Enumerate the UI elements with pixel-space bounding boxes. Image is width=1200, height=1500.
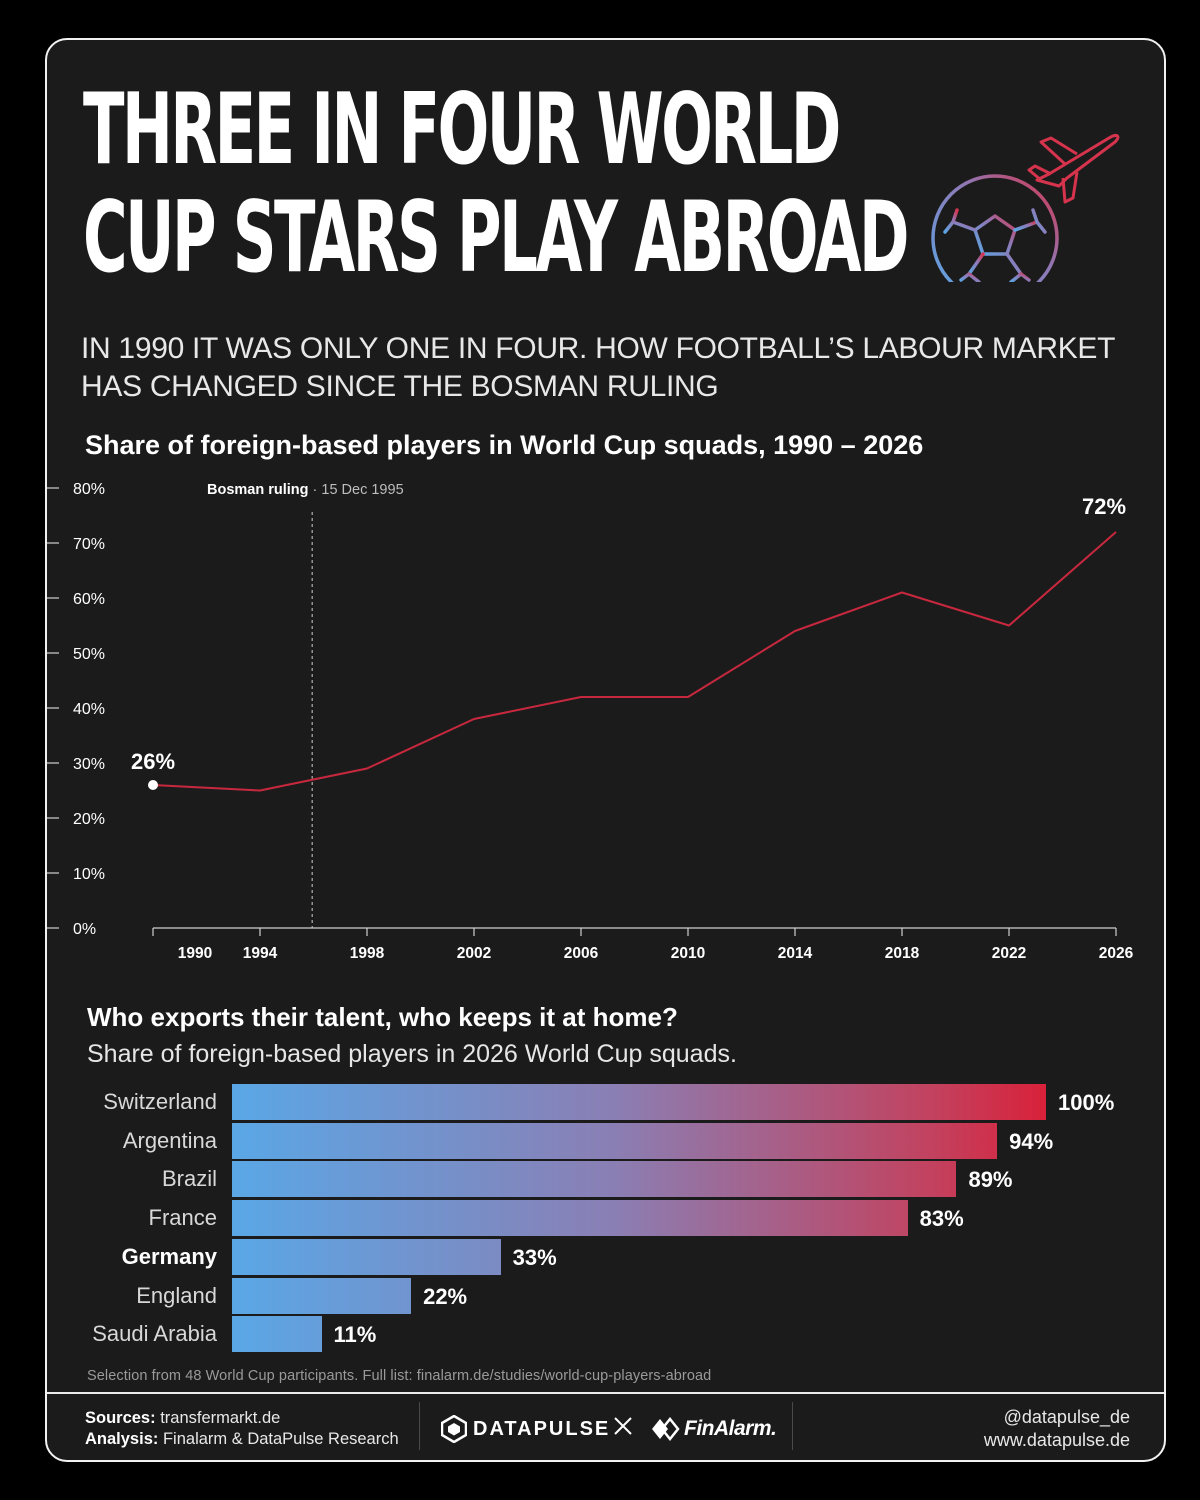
bar [232,1238,501,1275]
y-tick-label: 70% [73,536,105,553]
x-tick-label: 2014 [778,945,813,962]
line-chart-title: Share of foreign-based players in World … [85,430,924,460]
bar-row: Argentina 94% [47,1122,1164,1159]
website-link: www.datapulse.de [983,1430,1130,1450]
footnote: Selection from 48 World Cup participants… [87,1368,712,1384]
annotation-label: Bosman ruling [207,482,309,498]
x-tick-label: 1994 [243,945,278,962]
y-tick-label: 30% [73,756,105,773]
x-tick-label: 2006 [564,945,599,962]
sources-block: Sources: transfermarkt.de Analysis: Fina… [85,1408,399,1450]
footer-divider [792,1402,793,1450]
sources-label: Sources: [85,1409,156,1427]
bar [232,1122,998,1159]
datapulse-brand: DATAPULSE [441,1414,610,1444]
bar-category-label: England [136,1282,217,1308]
footer-divider [419,1402,420,1450]
y-tick-label: 40% [73,701,105,718]
data-point [148,780,158,790]
datapulse-brand-text: DATAPULSE [473,1417,611,1440]
analysis-label: Analysis: [85,1430,159,1448]
bar [232,1084,1046,1120]
bar-value-label: 94% [1009,1128,1054,1154]
headline: THREE IN FOUR WORLD CUP STARS PLAY ABROA… [83,73,909,295]
analysis-value: Finalarm & DataPulse Research [162,1430,399,1448]
contact-block: @datapulse_de www.datapulse.de [984,1406,1130,1452]
y-tick-label: 50% [73,646,105,663]
bar-value-label: 83% [919,1206,964,1232]
bar-row: Germany 33% [47,1238,1164,1275]
bar-value-label: 33% [512,1244,557,1270]
finalarm-brand-text: FinAlarm. [684,1417,777,1440]
x-tick-label: 2002 [457,945,491,962]
x-tick-label: 2022 [992,945,1026,962]
bar-value-label: 22% [423,1283,468,1309]
bar-value-label: 89% [968,1167,1013,1193]
sources-value: transfermarkt.de [160,1409,281,1427]
bar-row: France 83% [47,1200,1164,1237]
x-tick-label: 1990 [178,945,212,962]
x-tick-label: 2010 [671,945,705,962]
bar-category-label: Brazil [161,1166,217,1192]
series-line [152,531,1117,792]
social-handle: @datapulse_de [1003,1407,1130,1427]
bar-category-label: Germany [121,1243,217,1269]
bar-value-label: 11% [333,1322,377,1348]
x-tick-label: 2018 [885,945,920,962]
bar-category-label: Argentina [122,1127,217,1153]
bar-category-label: Saudi Arabia [92,1321,217,1347]
bar-category-label: Switzerland [103,1089,217,1114]
subtitle: IN 1990 IT WAS ONLY ONE IN FOUR. HOW FOO… [81,332,1115,403]
cross-icon [614,1417,632,1435]
bar-chart-subtitle: Share of foreign-based players in 2026 W… [87,1040,737,1068]
bar-category-label: France [148,1205,217,1231]
x-tick-label: 1998 [350,945,385,962]
bar [232,1316,322,1353]
headline-line-1: THREE IN FOUR WORLD [83,73,841,187]
annotation-date: · 15 Dec 1995 [309,482,404,498]
bar-row: Switzerland 100% [47,1084,1164,1120]
footer: Sources: transfermarkt.de Analysis: Fina… [47,1392,1164,1460]
bar-chart-title: Who exports their talent, who keeps it a… [87,1002,678,1032]
bar-row: Saudi Arabia 11% [47,1316,1164,1353]
y-tick-label: 0% [73,921,96,938]
y-tick-label: 80% [73,481,105,498]
bar [232,1200,908,1237]
bar-value-label: 100% [1058,1090,1115,1115]
bar-row: Brazil 89% [47,1161,1164,1198]
bar [232,1161,957,1198]
start-value-label: 26% [131,749,175,774]
bosman-ruling-annotation: Bosman ruling · 15 Dec 1995 [207,482,404,498]
headline-line-2: CUP STARS PLAY ABROAD [83,181,909,295]
x-tick-label: 2026 [1099,945,1134,962]
infographic-card: THREE IN FOUR WORLD CUP STARS PLAY ABROA… [45,38,1166,1462]
finalarm-brand: FinAlarm. [650,1414,777,1444]
end-value-label: 72% [1082,494,1126,519]
y-tick-label: 60% [73,591,105,608]
datapulse-logo-icon [441,1415,467,1443]
football-icon [931,133,1120,282]
airplane-icon [1027,133,1120,204]
y-tick-label: 10% [73,866,105,883]
y-tick-label: 20% [73,811,105,828]
finalarm-logo-icon [652,1417,680,1441]
bar-row: England 22% [47,1277,1164,1314]
bar [232,1277,412,1314]
line-chart: 0% 10% 20% 30% 40% 50% 60% 70% 80% 1990 1994 1998 20… [47,481,1134,962]
